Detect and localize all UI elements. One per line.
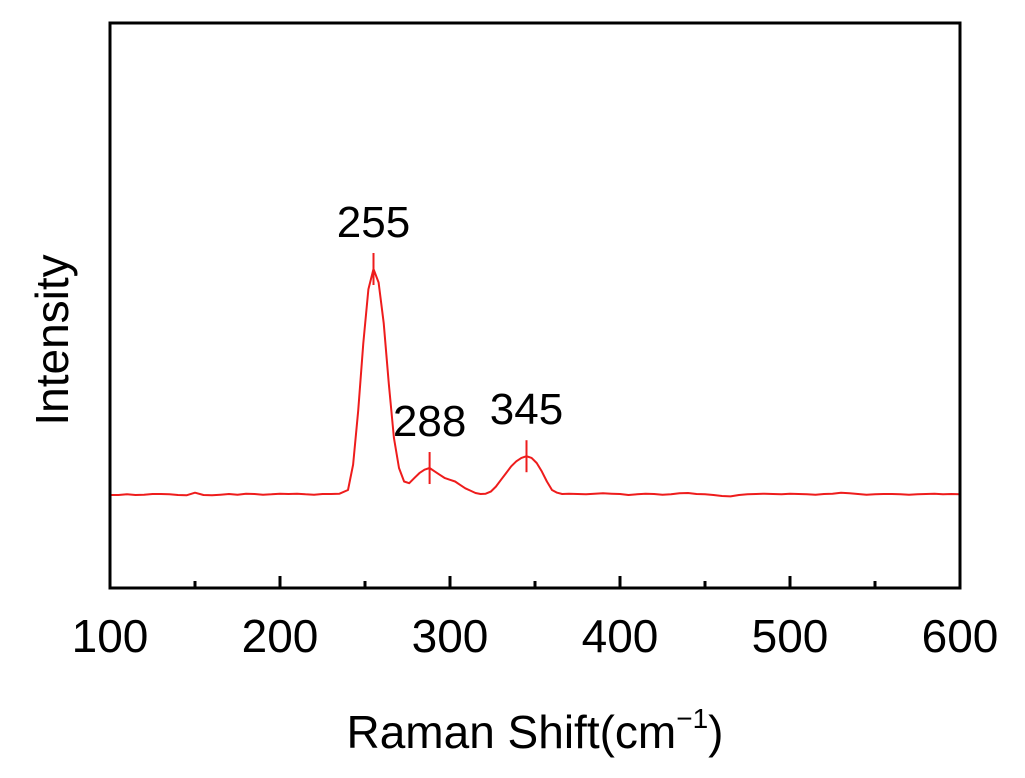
spectrum-layer [110, 268, 961, 498]
spectrum-line [110, 268, 961, 498]
x-axis-title: Raman Shift(cm−1) [346, 703, 723, 758]
x-tick-label: 500 [752, 610, 829, 662]
x-tick-label: 100 [72, 610, 149, 662]
x-axis-title-main: Raman Shift(cm [346, 706, 676, 758]
x-axis-ticks: 100 200 300 400 500 600 [72, 576, 999, 662]
peak-label: 288 [393, 397, 466, 446]
x-tick-label: 600 [922, 610, 999, 662]
x-tick-label: 300 [412, 610, 489, 662]
peak-label: 345 [490, 385, 563, 434]
x-axis-title-superscript: −1 [676, 703, 708, 734]
x-tick-label: 400 [582, 610, 659, 662]
x-axis-title-close: ) [708, 706, 723, 758]
y-axis-title: Intensity [26, 254, 78, 425]
x-tick-label: 200 [242, 610, 319, 662]
plot-frame [108, 21, 962, 590]
peak-label: 255 [337, 198, 410, 247]
peak-annotations: 255 288 345 [337, 198, 563, 485]
